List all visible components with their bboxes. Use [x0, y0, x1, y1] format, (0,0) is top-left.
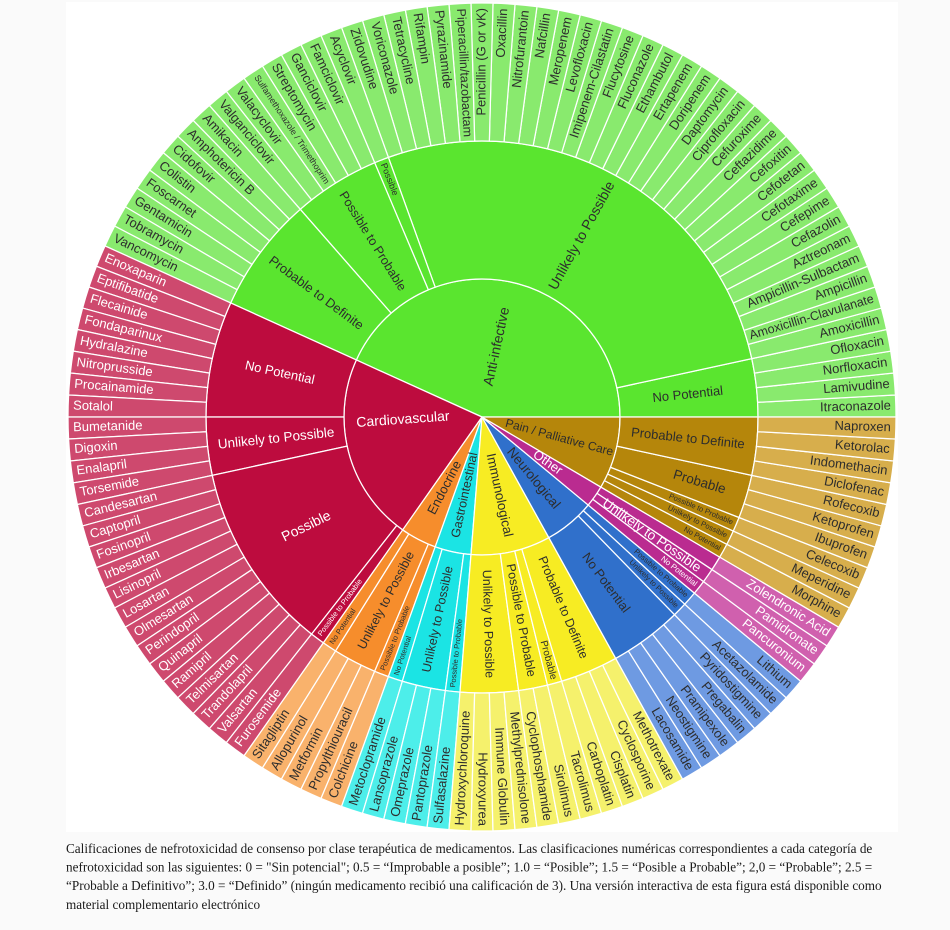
svg-text:Lamivudine: Lamivudine: [823, 376, 890, 396]
svg-text:Cardiovascular: Cardiovascular: [356, 407, 451, 429]
svg-text:material complementario electr: material complementario electrónico: [66, 897, 260, 912]
svg-text:Itraconazole: Itraconazole: [820, 398, 891, 415]
svg-text:Hydroxychloroquine: Hydroxychloroquine: [452, 710, 473, 826]
svg-text:Penicillin (G or vK): Penicillin (G or vK): [473, 8, 488, 116]
svg-text:Oxacillin: Oxacillin: [493, 8, 511, 58]
svg-text:Unlikely to Possible: Unlikely to Possible: [480, 570, 497, 679]
svg-text:Digoxin: Digoxin: [74, 438, 118, 456]
svg-text:Naproxen: Naproxen: [834, 418, 891, 434]
svg-text:Sotalol: Sotalol: [73, 398, 113, 414]
svg-text:Procainamide: Procainamide: [74, 376, 154, 397]
svg-text:Enalapril: Enalapril: [75, 456, 127, 478]
svg-text:nefrotoxicidad son las siguien: nefrotoxicidad son las siguientes: 0 = "…: [66, 860, 872, 875]
svg-text:Piperacillin/tazobactam: Piperacillin/tazobactam: [454, 8, 475, 137]
svg-text:Ketorolac: Ketorolac: [834, 437, 890, 456]
svg-text:Nafcillin: Nafcillin: [531, 12, 553, 59]
svg-text:Hydroxyurea: Hydroxyurea: [476, 752, 491, 826]
svg-text:Immune Globulin: Immune Globulin: [492, 727, 512, 826]
svg-text:Bumetanide: Bumetanide: [73, 417, 143, 434]
svg-text:Calificaciones de nefrotoxicid: Calificaciones de nefrotoxicidad de cons…: [66, 841, 872, 856]
svg-text:No Potential: No Potential: [652, 383, 724, 405]
svg-text:“Probable a Definitivo”; 3.0 =: “Probable a Definitivo”; 3.0 = “Definido…: [66, 878, 882, 893]
